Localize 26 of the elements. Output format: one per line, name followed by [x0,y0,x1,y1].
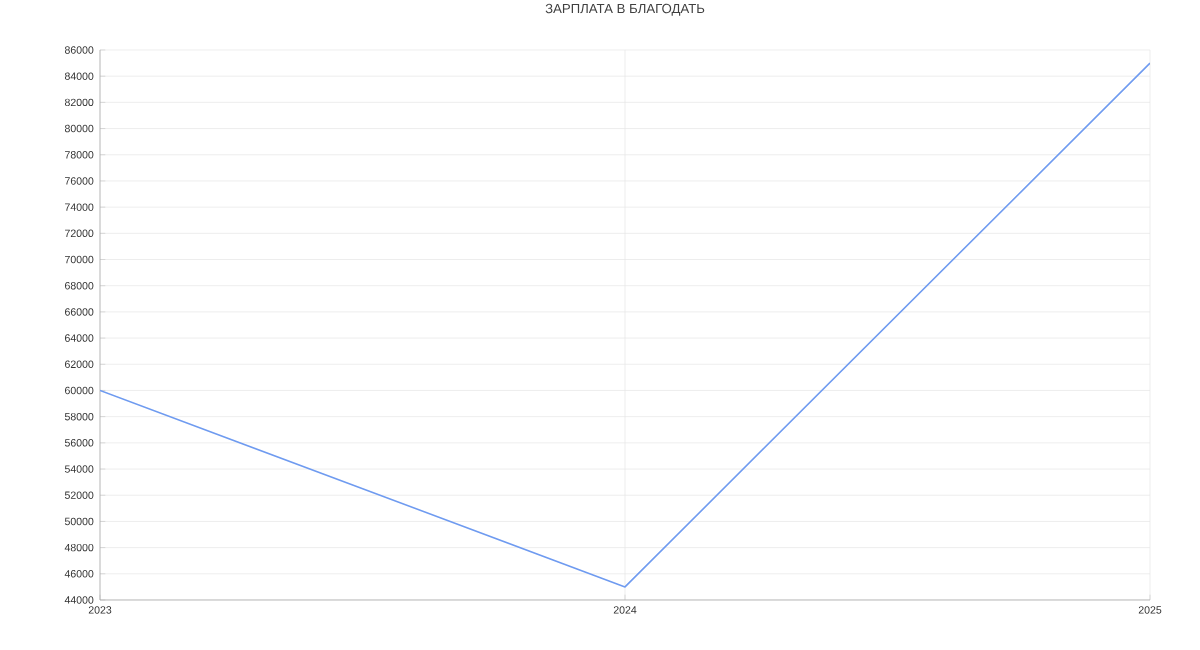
y-tick-label: 86000 [64,46,94,54]
y-tick-label: 58000 [64,412,94,421]
y-tick-label: 62000 [65,360,94,369]
y-tick-label: 50000 [64,517,94,526]
y-tick-label: 64000 [65,334,94,342]
y-tick-label: 68000 [65,281,94,290]
y-tick-label: 46000 [64,570,94,578]
y-tick-label: 78000 [65,151,94,159]
y-tick-label: 84000 [64,72,94,80]
y-tick-label: 80000 [64,124,94,133]
y-tick-label: 60000 [65,386,94,395]
x-tick-label: 2023 [88,606,112,614]
y-tick-label: 52000 [64,491,94,499]
y-tick-label: 48000 [64,543,94,552]
x-tick-label: 2025 [1138,606,1162,614]
x-tick-label: 2024 [613,606,637,614]
y-tick-label: 70000 [65,255,94,264]
y-tick-label: 56000 [64,439,94,447]
y-tick-label: 54000 [64,465,94,473]
y-tick-label: 82000 [64,98,94,107]
y-tick-label: 66000 [65,308,94,316]
y-tick-label: 44000 [64,596,94,604]
y-tick-label: 74000 [65,203,94,211]
y-tick-label: 72000 [65,229,94,238]
y-tick-label: 76000 [65,177,94,185]
chart-title: ЗАРПЛАТА В БЛАГОДАТЬ [545,3,705,16]
